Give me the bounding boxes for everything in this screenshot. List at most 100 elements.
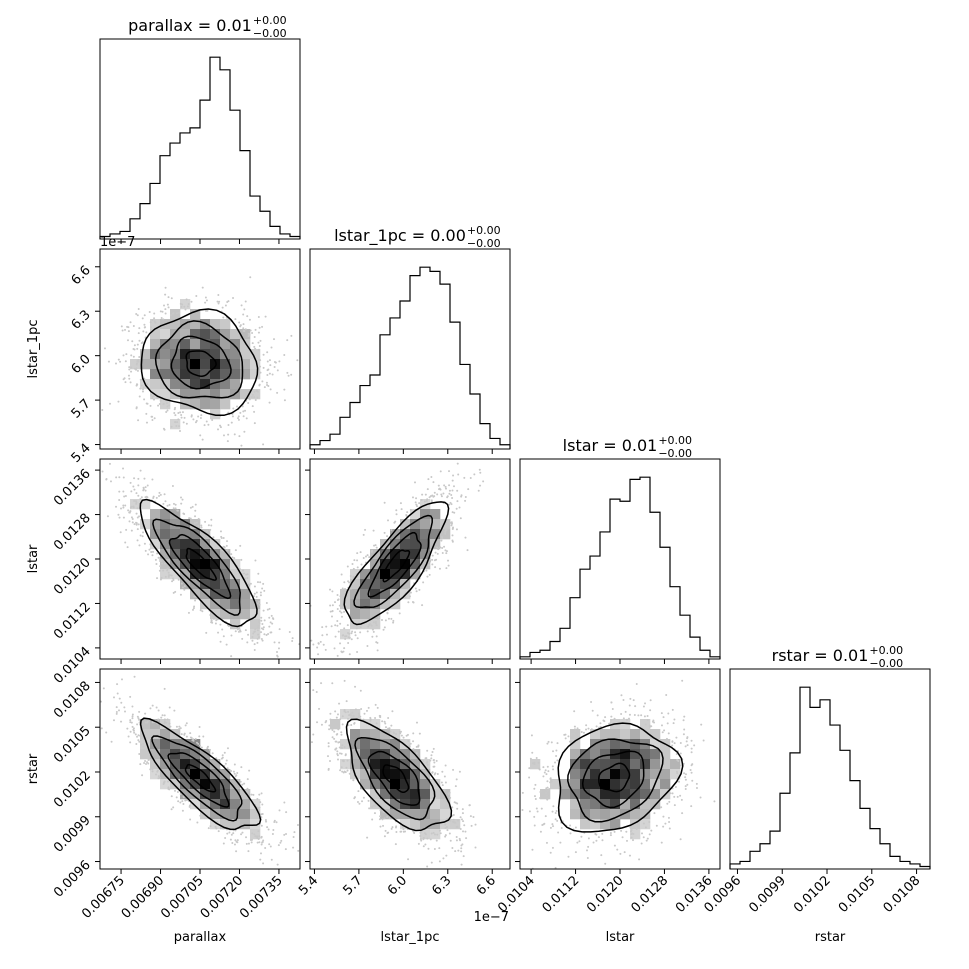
sample-point bbox=[545, 841, 548, 844]
sample-point bbox=[394, 843, 397, 846]
sample-point bbox=[546, 798, 549, 801]
density-cell bbox=[400, 519, 411, 530]
sample-point bbox=[671, 740, 674, 743]
sample-point bbox=[545, 788, 548, 791]
sample-point bbox=[285, 832, 288, 835]
sample-point bbox=[441, 547, 444, 550]
density-cell bbox=[430, 799, 441, 810]
sample-point bbox=[166, 569, 169, 572]
sample-point bbox=[232, 297, 235, 300]
sample-point bbox=[464, 496, 467, 499]
sample-point bbox=[139, 734, 142, 737]
sample-point bbox=[230, 421, 233, 424]
sample-point bbox=[166, 303, 169, 306]
density-cell bbox=[340, 629, 351, 640]
sample-point bbox=[253, 396, 256, 399]
sample-point bbox=[418, 732, 421, 735]
sample-point bbox=[408, 595, 411, 598]
sample-point bbox=[201, 438, 204, 441]
sample-point bbox=[376, 649, 379, 652]
density-cell bbox=[610, 789, 621, 800]
sample-point bbox=[273, 365, 276, 368]
sample-point bbox=[352, 779, 355, 782]
sample-point bbox=[177, 412, 180, 415]
sample-point bbox=[334, 719, 337, 722]
sample-point bbox=[123, 706, 126, 709]
sample-point bbox=[416, 505, 419, 508]
density-cell bbox=[630, 809, 641, 820]
sample-point bbox=[129, 695, 132, 698]
sample-point bbox=[137, 717, 140, 720]
sample-point bbox=[667, 712, 670, 715]
sample-point bbox=[573, 736, 576, 739]
sample-point bbox=[142, 531, 145, 534]
sample-point bbox=[144, 712, 147, 715]
sample-point bbox=[643, 715, 646, 718]
sample-point bbox=[184, 308, 187, 311]
sample-point bbox=[470, 824, 473, 827]
sample-point bbox=[137, 734, 140, 737]
sample-point bbox=[255, 591, 258, 594]
density-cell bbox=[230, 589, 241, 600]
sample-point bbox=[679, 794, 682, 797]
sample-point bbox=[128, 366, 131, 369]
sample-point bbox=[286, 339, 289, 342]
density-cell bbox=[650, 739, 661, 750]
density-cell bbox=[150, 519, 161, 530]
sample-point bbox=[632, 839, 635, 842]
sample-point bbox=[535, 807, 538, 810]
sample-point bbox=[258, 384, 261, 387]
sample-point bbox=[175, 725, 178, 728]
sample-point bbox=[426, 488, 429, 491]
sample-point bbox=[468, 804, 471, 807]
sample-point bbox=[448, 484, 451, 487]
density-cell bbox=[400, 529, 411, 540]
sample-point bbox=[132, 506, 135, 509]
x-tick-label-parallax: 0.00675 bbox=[79, 873, 128, 922]
density-cell bbox=[340, 759, 351, 770]
sample-point bbox=[444, 485, 447, 488]
density-cell bbox=[220, 549, 231, 560]
sample-point bbox=[156, 577, 159, 580]
sample-point bbox=[340, 573, 343, 576]
density-cell bbox=[410, 809, 421, 820]
sample-point bbox=[366, 630, 369, 633]
sample-point bbox=[430, 499, 433, 502]
sample-point bbox=[438, 487, 441, 490]
density-cell bbox=[220, 799, 231, 810]
density-cell bbox=[600, 749, 611, 760]
sample-point bbox=[531, 848, 534, 851]
sample-point bbox=[122, 378, 125, 381]
sample-point bbox=[391, 710, 394, 713]
sample-point bbox=[277, 844, 280, 847]
density-cell bbox=[660, 749, 671, 760]
sample-point bbox=[166, 409, 169, 412]
density-cell bbox=[190, 569, 201, 580]
density-cell bbox=[190, 389, 201, 400]
sample-point bbox=[215, 827, 218, 830]
sample-point bbox=[534, 783, 537, 786]
sample-point bbox=[341, 587, 344, 590]
sample-point bbox=[316, 646, 319, 649]
density-cell bbox=[220, 319, 231, 330]
sample-point bbox=[462, 820, 465, 823]
sample-point bbox=[238, 435, 241, 438]
density-cell bbox=[610, 819, 621, 830]
sample-point bbox=[262, 628, 265, 631]
density-cell bbox=[350, 709, 361, 720]
sample-point bbox=[342, 760, 345, 763]
sample-point bbox=[233, 433, 236, 436]
sample-point bbox=[122, 504, 125, 507]
sample-point bbox=[254, 398, 257, 401]
sample-point bbox=[129, 381, 132, 384]
sample-point bbox=[450, 521, 453, 524]
sample-point bbox=[399, 502, 402, 505]
density-cell bbox=[420, 809, 431, 820]
sample-point bbox=[374, 716, 377, 719]
sample-point bbox=[619, 852, 622, 855]
sample-point bbox=[452, 474, 455, 477]
sample-point bbox=[242, 569, 245, 572]
sample-point bbox=[392, 731, 395, 734]
sample-point bbox=[151, 397, 154, 400]
density-cell bbox=[630, 789, 641, 800]
